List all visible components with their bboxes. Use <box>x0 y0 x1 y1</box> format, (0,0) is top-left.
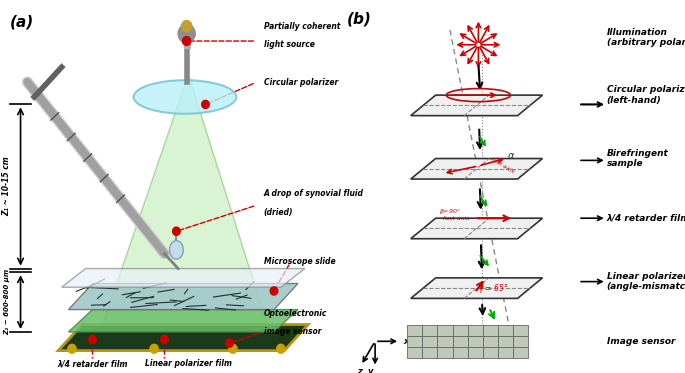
Text: $\gamma$ = 65°: $\gamma$ = 65° <box>478 282 509 295</box>
Circle shape <box>201 100 210 109</box>
Text: $\beta$=90°: $\beta$=90° <box>439 207 461 216</box>
Text: image sensor: image sensor <box>264 327 321 336</box>
Circle shape <box>182 21 192 32</box>
Polygon shape <box>411 278 543 298</box>
Text: Linear polarizer film: Linear polarizer film <box>145 359 232 368</box>
Bar <box>453 325 468 336</box>
Text: Birefringent
sample: Birefringent sample <box>607 149 669 168</box>
Bar <box>468 325 483 336</box>
Circle shape <box>160 335 169 344</box>
Polygon shape <box>411 159 543 179</box>
Bar <box>422 325 438 336</box>
Text: Microscope slide: Microscope slide <box>264 257 336 266</box>
Polygon shape <box>68 283 298 310</box>
Bar <box>498 325 513 336</box>
Circle shape <box>277 344 285 353</box>
Circle shape <box>173 227 180 235</box>
Bar <box>513 336 528 347</box>
Bar <box>498 347 513 358</box>
Polygon shape <box>411 95 543 116</box>
Text: (a): (a) <box>10 15 34 30</box>
Circle shape <box>150 344 158 353</box>
Circle shape <box>89 335 96 344</box>
Bar <box>498 336 513 347</box>
Bar <box>407 347 422 358</box>
Text: Optoelectronic: Optoelectronic <box>264 309 327 318</box>
Text: fast axis: fast axis <box>489 157 514 175</box>
Text: λ/4 retarder film: λ/4 retarder film <box>58 359 127 368</box>
Ellipse shape <box>170 241 184 259</box>
Bar <box>453 347 468 358</box>
Bar <box>407 325 422 336</box>
Polygon shape <box>68 310 298 332</box>
Text: Z₁ ~ 10-15 cm: Z₁ ~ 10-15 cm <box>2 157 12 216</box>
Text: Linear polarizer
(angle-mismatched): Linear polarizer (angle-mismatched) <box>607 272 685 291</box>
Circle shape <box>68 344 76 353</box>
Circle shape <box>226 339 234 347</box>
Bar <box>468 336 483 347</box>
Polygon shape <box>62 269 305 287</box>
Text: (b): (b) <box>347 11 371 26</box>
Text: fast axis: fast axis <box>443 216 469 221</box>
Polygon shape <box>411 218 543 239</box>
Text: λ/4 retarder film: λ/4 retarder film <box>607 214 685 223</box>
Bar <box>407 336 422 347</box>
Text: A drop of synovial fluid: A drop of synovial fluid <box>264 189 364 198</box>
Text: Image sensor: Image sensor <box>607 337 675 346</box>
Text: y: y <box>368 367 373 373</box>
Bar <box>438 336 453 347</box>
Text: Z₂ ~ 600-800 μm: Z₂ ~ 600-800 μm <box>4 269 10 335</box>
Text: Illumination
(arbitrary polarization): Illumination (arbitrary polarization) <box>607 28 685 47</box>
Text: $\alpha$: $\alpha$ <box>507 151 515 160</box>
Bar <box>468 347 483 358</box>
Text: Circular polarizer
(left-hand): Circular polarizer (left-hand) <box>607 85 685 105</box>
Bar <box>422 336 438 347</box>
Text: light source: light source <box>264 40 314 49</box>
Bar <box>438 325 453 336</box>
Circle shape <box>182 37 190 46</box>
Bar <box>438 347 453 358</box>
Text: Circular polarizer: Circular polarizer <box>264 78 338 87</box>
Polygon shape <box>58 325 308 351</box>
Text: Partially coherent: Partially coherent <box>264 22 340 31</box>
Text: z: z <box>358 367 362 373</box>
Bar <box>513 325 528 336</box>
Circle shape <box>178 24 195 43</box>
Bar <box>453 336 468 347</box>
Bar <box>422 347 438 358</box>
Bar <box>483 347 498 358</box>
Polygon shape <box>103 75 267 325</box>
Bar <box>483 336 498 347</box>
Ellipse shape <box>134 80 236 114</box>
Bar <box>483 325 498 336</box>
Bar <box>513 347 528 358</box>
Circle shape <box>229 344 237 353</box>
Text: (dried): (dried) <box>264 208 293 217</box>
Circle shape <box>270 287 278 295</box>
Text: x: x <box>403 337 409 346</box>
